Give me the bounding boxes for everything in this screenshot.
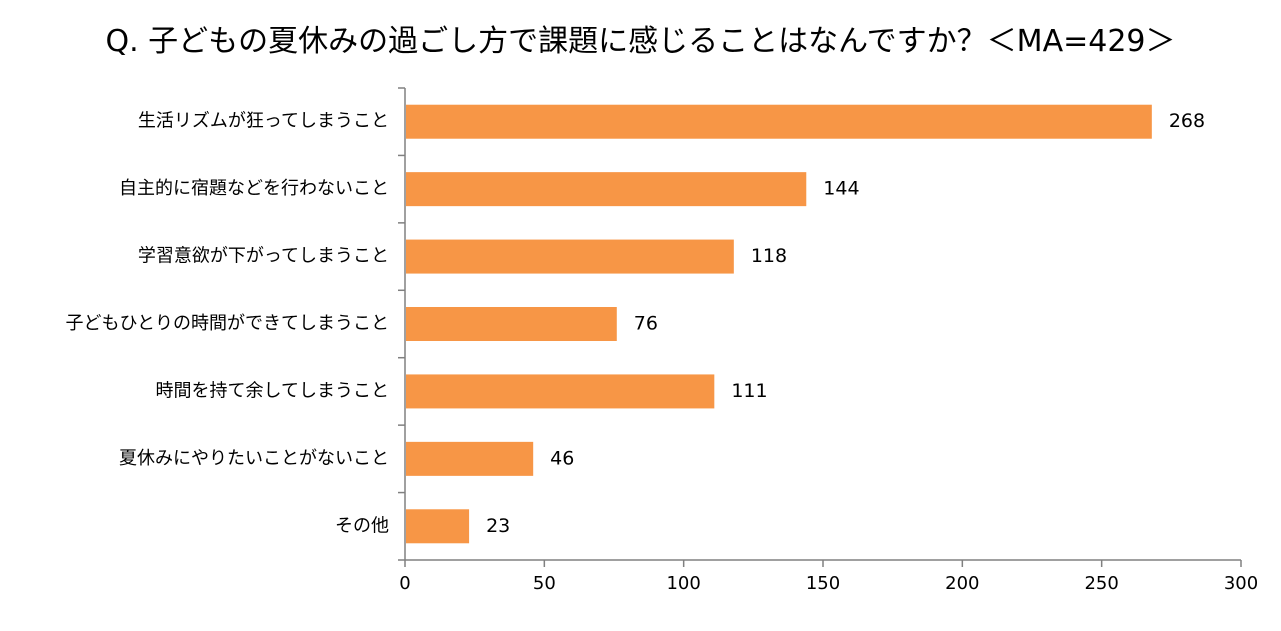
bar-3: [406, 307, 617, 341]
x-tick-label-5: 250: [1084, 573, 1118, 594]
bar-5: [406, 441, 534, 476]
value-label-2: 118: [751, 245, 787, 267]
value-label-4: 111: [731, 380, 767, 402]
labels-layer: 生活リズムが狂ってしまうこと 268 自主的に宿題などを行わないこと 144 学習意欲が…: [66, 110, 1259, 594]
value-label-3: 76: [634, 313, 658, 335]
value-label-5: 46: [550, 447, 574, 469]
x-tick-label-2: 100: [666, 573, 700, 594]
value-label-0: 268: [1169, 110, 1205, 132]
axes-layer: [398, 87, 1242, 567]
category-label-0: 生活リズムが狂ってしまうこと: [138, 111, 389, 132]
category-label-4: 時間を持て余してしまうこと: [156, 380, 389, 401]
chart-title: Q. 子どもの夏休みの過ごし方で課題に感じることはなんですか？＜MA=429＞: [105, 24, 1176, 59]
x-tick-label-4: 200: [945, 573, 979, 594]
category-label-2: 学習意欲が下がってしまうこと: [138, 246, 389, 267]
bars-layer: [406, 104, 1152, 544]
bar-0: [406, 104, 1152, 139]
bar-1: [406, 172, 807, 207]
x-tick-label-6: 300: [1224, 573, 1258, 594]
x-tick-label-0: 0: [399, 573, 410, 594]
category-label-5: 夏休みにやりたいことがないこと: [119, 448, 389, 469]
category-label-1: 自主的に宿題などを行わないこと: [119, 178, 389, 199]
x-tick-label-3: 150: [806, 573, 840, 594]
category-label-3: 子どもひとりの時間ができてしまうこと: [66, 313, 389, 334]
x-tick-label-1: 50: [533, 573, 556, 594]
value-label-6: 23: [486, 515, 510, 537]
bar-4: [406, 374, 715, 409]
value-label-1: 144: [823, 178, 859, 200]
bar-2: [406, 239, 734, 274]
category-label-6: その他: [335, 515, 389, 536]
bar-6: [406, 509, 470, 544]
